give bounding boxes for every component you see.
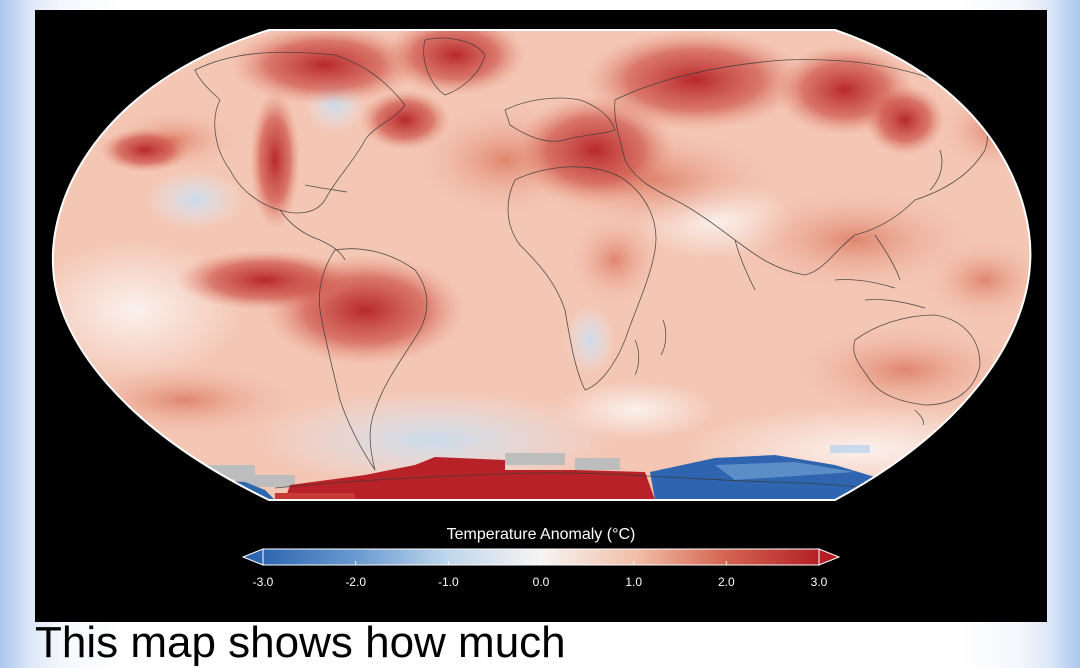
- colorbar-tick-label: -1.0: [437, 575, 459, 589]
- caption-text: This map shows how much: [35, 618, 566, 667]
- colorbar-tick-label: 0.0: [532, 575, 550, 589]
- map-panel: Temperature Anomaly (°C) -3.0 -2.0 -1.0 0.0…: [35, 10, 1047, 622]
- colorbar: [241, 548, 841, 566]
- world-anomaly-map: [51, 29, 1032, 501]
- colorbar-max-arrow: [818, 548, 841, 566]
- colorbar-tick-label: 1.0: [625, 575, 642, 589]
- colorbar-tick-label: -2.0: [345, 575, 366, 589]
- legend-title: Temperature Anomaly (°C): [446, 526, 636, 543]
- colorbar-tick-label: -3.0: [252, 575, 274, 589]
- colorbar-tick-label: 3.0: [810, 575, 828, 589]
- colorbar-tick-label: 2.0: [717, 575, 735, 589]
- colorbar-min-arrow: [241, 548, 264, 566]
